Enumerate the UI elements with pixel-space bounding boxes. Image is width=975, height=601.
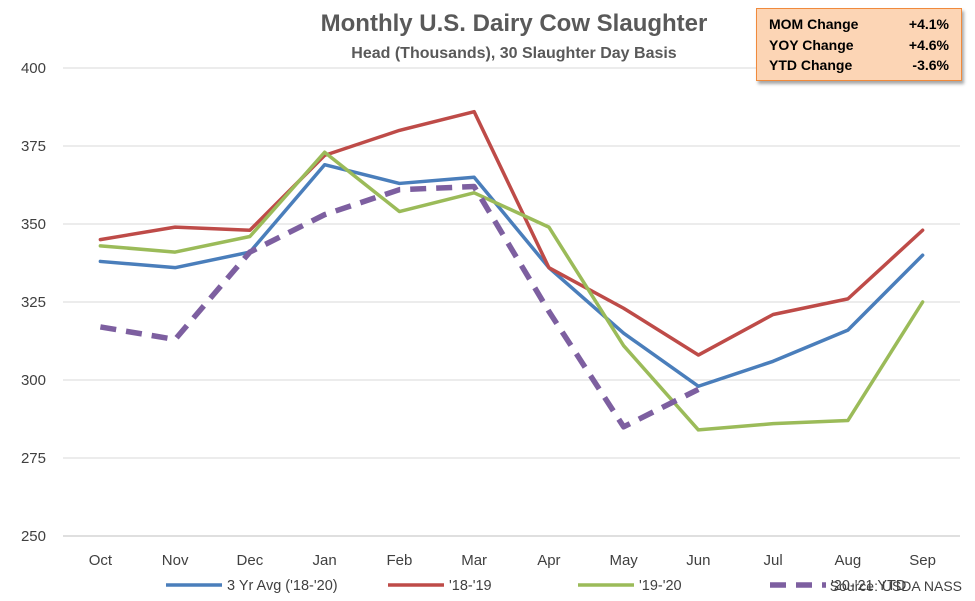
x-tick-label: Oct	[89, 552, 113, 569]
y-axis-ticks: 250 275 300 325 350 375 400	[21, 60, 46, 545]
series-lines	[98, 109, 925, 432]
x-tick-label: Aug	[835, 552, 862, 569]
stat-label: YTD Change	[769, 57, 853, 73]
series-line-3	[99, 183, 700, 430]
stat-row-yoy: YOY Change +4.6%	[769, 35, 949, 56]
stat-label: MOM Change	[769, 16, 859, 32]
y-tick-label: 375	[21, 138, 46, 155]
legend-label: '19-'20	[639, 578, 682, 594]
x-tick-label: Dec	[237, 552, 264, 569]
stat-row-ytd: YTD Change -3.6%	[769, 55, 949, 76]
y-tick-label: 250	[21, 528, 46, 545]
x-tick-label: Feb	[386, 552, 412, 569]
y-tick-label: 325	[21, 294, 46, 311]
series-line-2	[98, 150, 925, 432]
stat-value: -3.6%	[912, 57, 949, 73]
stat-value: +4.1%	[908, 16, 949, 32]
legend-label: 3 Yr Avg ('18-'20)	[227, 578, 338, 594]
series-line-0	[98, 162, 925, 388]
stat-row-mom: MOM Change +4.1%	[769, 14, 949, 35]
x-tick-label: Jan	[313, 552, 337, 569]
x-tick-label: Mar	[461, 552, 487, 569]
legend: 3 Yr Avg ('18-'20) '18-'19 '19-'20 '20-'21 …	[166, 578, 906, 594]
y-tick-label: 350	[21, 216, 46, 233]
x-tick-label: Jun	[686, 552, 710, 569]
chart-title: Monthly U.S. Dairy Cow Slaughter	[321, 10, 708, 37]
legend-label: '20-'21 YTD	[831, 578, 906, 594]
stats-box: MOM Change +4.1% YOY Change +4.6% YTD Ch…	[756, 8, 962, 81]
stat-label: YOY Change	[769, 36, 854, 53]
source-note: Source: USDA NASS	[830, 578, 962, 594]
y-tick-label: 300	[21, 372, 46, 389]
y-tick-label: 400	[21, 60, 46, 77]
series-line-1	[98, 109, 925, 357]
chart-subtitle: Head (Thousands), 30 Slaughter Day Basis	[351, 45, 677, 62]
x-tick-label: Nov	[162, 552, 189, 569]
x-tick-label: Sep	[909, 552, 936, 569]
x-tick-label: Apr	[537, 552, 560, 569]
x-tick-label: Jul	[764, 552, 783, 569]
stat-value: +4.6%	[908, 36, 949, 53]
x-axis-ticks: Oct Nov Dec Jan Feb Mar Apr May Jun Jul Aug Sep	[89, 552, 936, 569]
legend-label: '18-'19	[449, 578, 492, 594]
x-tick-label: May	[609, 552, 638, 569]
y-tick-label: 275	[21, 450, 46, 467]
